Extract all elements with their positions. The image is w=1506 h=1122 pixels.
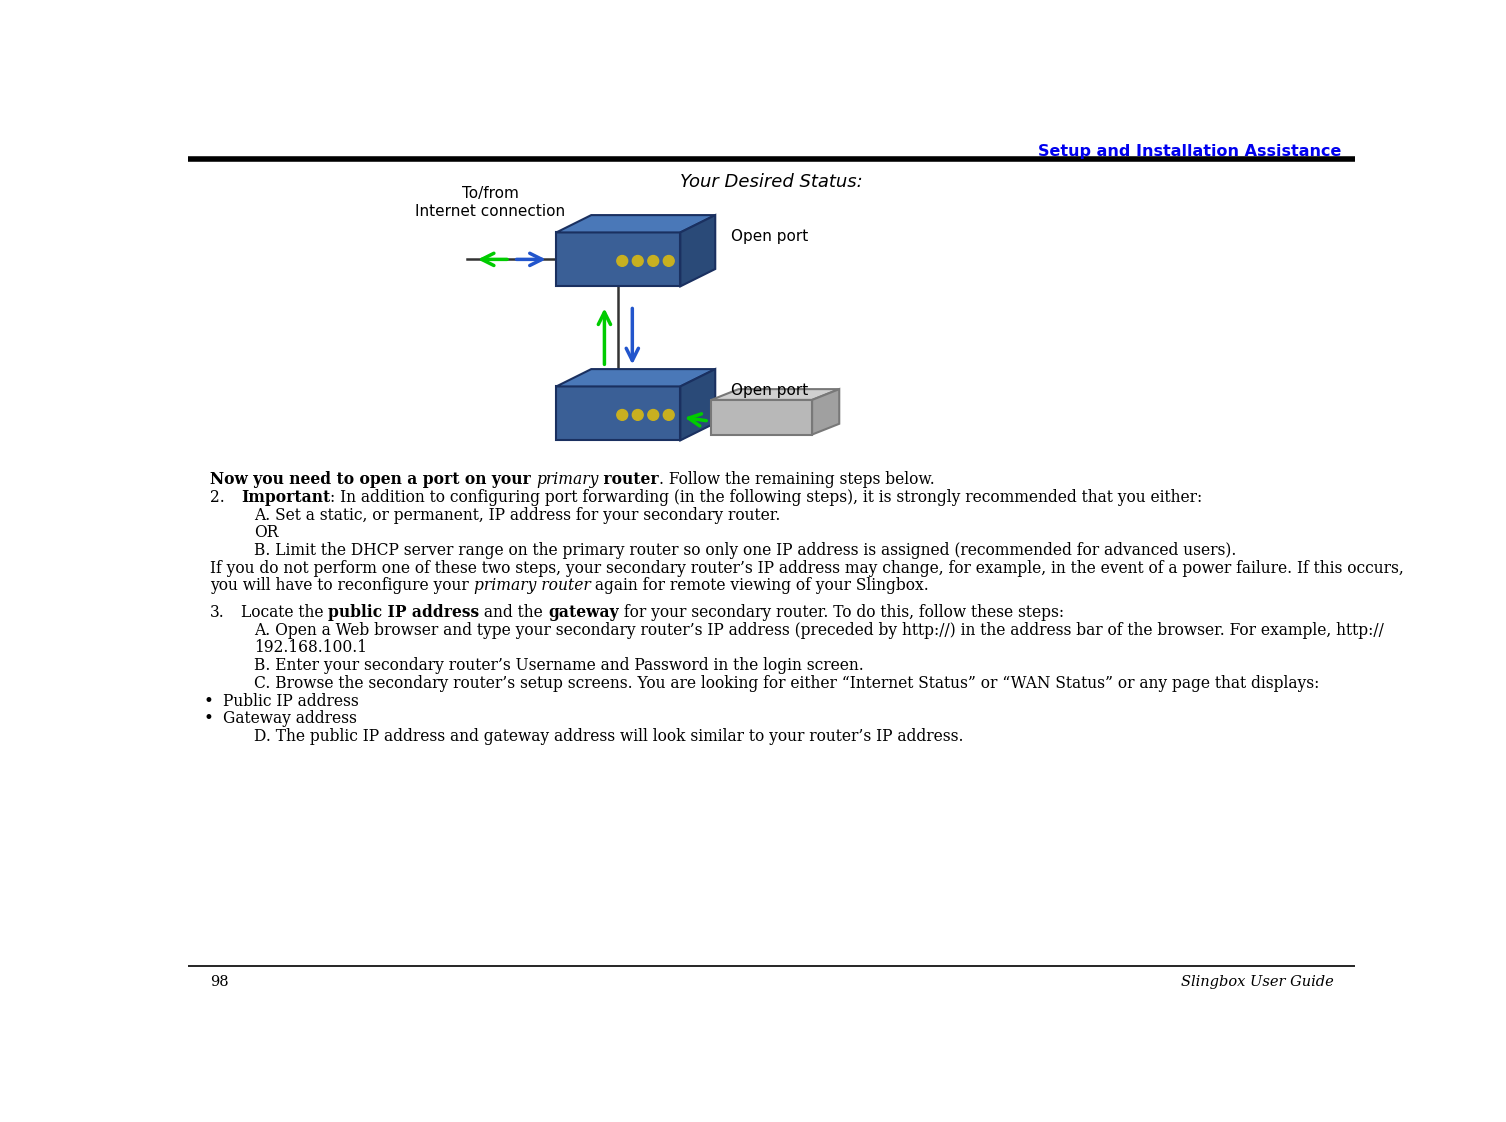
- Text: 192.168.100.1: 192.168.100.1: [255, 640, 367, 656]
- Text: •: •: [203, 692, 214, 709]
- Text: you will have to reconfigure your: you will have to reconfigure your: [209, 578, 473, 595]
- Text: Slingbox User Guide: Slingbox User Guide: [1181, 975, 1334, 990]
- Text: again for remote viewing of your Slingbox.: again for remote viewing of your Slingbo…: [590, 578, 929, 595]
- Polygon shape: [556, 232, 681, 286]
- Polygon shape: [556, 369, 715, 386]
- Text: Now you need to open a port on your: Now you need to open a port on your: [209, 471, 536, 488]
- Circle shape: [617, 410, 628, 421]
- Text: . Follow the remaining steps below.: . Follow the remaining steps below.: [660, 471, 935, 488]
- Polygon shape: [711, 399, 812, 434]
- Text: 2.: 2.: [209, 489, 224, 506]
- Text: Important: Important: [241, 489, 330, 506]
- Text: for your secondary router. To do this, follow these steps:: for your secondary router. To do this, f…: [619, 604, 1063, 620]
- Text: primary router: primary router: [473, 578, 590, 595]
- Text: router: router: [598, 471, 660, 488]
- Circle shape: [648, 410, 658, 421]
- Text: Open port: Open port: [730, 383, 809, 398]
- Text: Gateway address: Gateway address: [223, 710, 357, 727]
- Text: D. The public IP address and gateway address will look similar to your router’s : D. The public IP address and gateway add…: [255, 728, 964, 745]
- Text: Locate the: Locate the: [241, 604, 328, 620]
- Text: 98: 98: [209, 975, 229, 990]
- Circle shape: [663, 410, 675, 421]
- Text: If you do not perform one of these two steps, your secondary router’s IP address: If you do not perform one of these two s…: [209, 560, 1404, 577]
- Text: •: •: [203, 710, 214, 727]
- Text: A. Open a Web browser and type your secondary router’s IP address (preceded by h: A. Open a Web browser and type your seco…: [255, 622, 1384, 638]
- Circle shape: [633, 410, 643, 421]
- Circle shape: [633, 256, 643, 266]
- Text: gateway: gateway: [548, 604, 619, 620]
- Text: A. Set a static, or permanent, IP address for your secondary router.: A. Set a static, or permanent, IP addres…: [255, 506, 780, 524]
- Circle shape: [617, 256, 628, 266]
- Text: To/from
Internet connection: To/from Internet connection: [416, 186, 566, 219]
- Text: Public IP address: Public IP address: [223, 692, 358, 709]
- Text: OR: OR: [255, 524, 279, 541]
- Text: primary: primary: [536, 471, 598, 488]
- Text: B. Enter your secondary router’s Username and Password in the login screen.: B. Enter your secondary router’s Usernam…: [255, 657, 864, 674]
- Text: and the: and the: [479, 604, 548, 620]
- Circle shape: [663, 256, 675, 266]
- Text: C. Browse the secondary router’s setup screens. You are looking for either “Inte: C. Browse the secondary router’s setup s…: [255, 674, 1319, 692]
- Polygon shape: [681, 369, 715, 440]
- Polygon shape: [812, 389, 839, 434]
- Polygon shape: [556, 215, 715, 232]
- Circle shape: [648, 256, 658, 266]
- Text: Your Desired Status:: Your Desired Status:: [681, 173, 863, 191]
- Text: Setup and Installation Assistance: Setup and Installation Assistance: [1038, 144, 1342, 159]
- Text: public IP address: public IP address: [328, 604, 479, 620]
- Polygon shape: [711, 389, 839, 399]
- Text: Open port: Open port: [730, 229, 809, 243]
- Text: 3.: 3.: [209, 604, 224, 620]
- Text: B. Limit the DHCP server range on the primary router so only one IP address is a: B. Limit the DHCP server range on the pr…: [255, 542, 1236, 559]
- Polygon shape: [556, 386, 681, 440]
- Text: : In addition to configuring port forwarding (in the following steps), it is str: : In addition to configuring port forwar…: [330, 489, 1202, 506]
- Polygon shape: [681, 215, 715, 286]
